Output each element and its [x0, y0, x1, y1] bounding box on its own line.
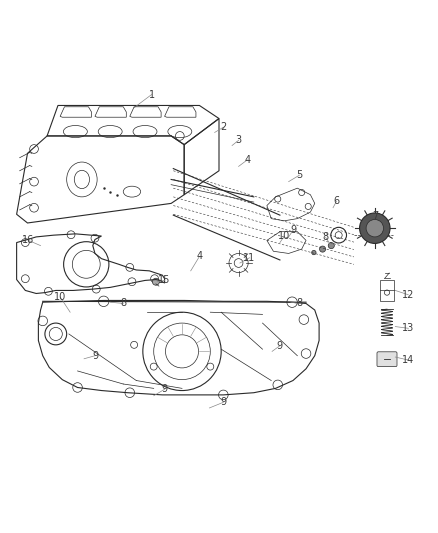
- Text: 7: 7: [373, 211, 379, 221]
- Text: 16: 16: [22, 236, 35, 245]
- Text: 15: 15: [159, 276, 171, 286]
- Text: 10: 10: [278, 231, 290, 241]
- Circle shape: [366, 220, 384, 237]
- FancyBboxPatch shape: [377, 352, 397, 367]
- Text: 8: 8: [297, 298, 303, 309]
- Circle shape: [360, 213, 390, 244]
- Circle shape: [312, 251, 316, 255]
- Text: 9: 9: [220, 397, 226, 407]
- Text: 2: 2: [220, 122, 226, 132]
- Text: 9: 9: [92, 351, 98, 361]
- Circle shape: [328, 243, 334, 249]
- Text: 8: 8: [120, 298, 126, 309]
- Bar: [381, 280, 393, 301]
- Text: 8: 8: [322, 232, 328, 243]
- Text: 11: 11: [244, 253, 256, 263]
- Text: 14: 14: [402, 355, 414, 365]
- Text: 9: 9: [290, 225, 296, 236]
- Circle shape: [320, 246, 325, 252]
- Text: 9: 9: [277, 341, 283, 351]
- Text: 12: 12: [402, 290, 414, 300]
- Text: 4: 4: [196, 252, 202, 262]
- Text: 13: 13: [402, 324, 414, 333]
- Text: 1: 1: [148, 90, 155, 100]
- Text: 6: 6: [333, 196, 339, 206]
- Text: 5: 5: [297, 170, 303, 180]
- Text: 4: 4: [244, 155, 251, 165]
- Circle shape: [152, 278, 159, 285]
- Text: 10: 10: [54, 292, 66, 302]
- Text: 9: 9: [162, 384, 168, 394]
- Text: 3: 3: [236, 135, 242, 146]
